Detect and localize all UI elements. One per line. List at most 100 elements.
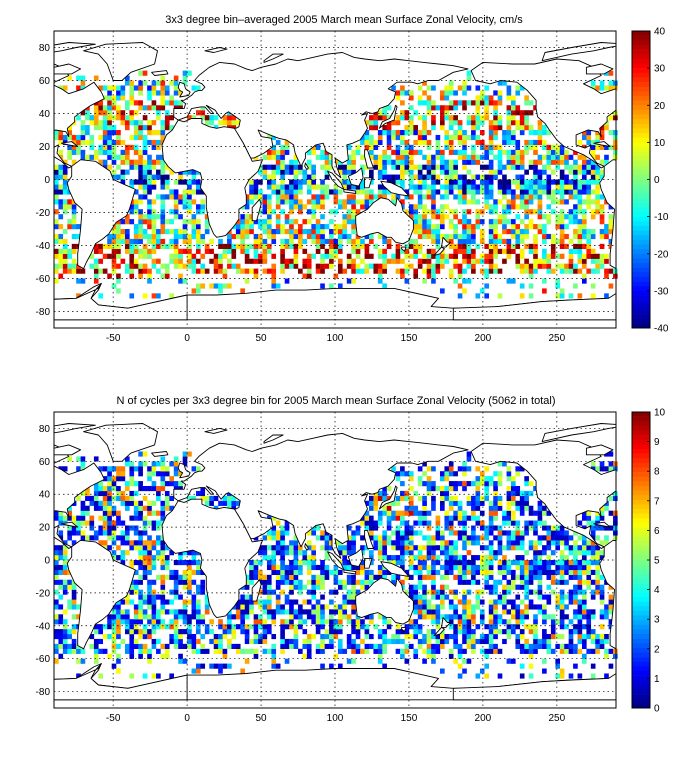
bin-cell [129, 293, 135, 299]
bin-cell [89, 253, 95, 259]
bin-cell [440, 184, 445, 190]
bin-cell [435, 258, 441, 264]
bin-cell [457, 629, 463, 635]
bin-cell [382, 535, 387, 541]
bin-cell [484, 535, 490, 541]
bin-cell [550, 149, 556, 155]
bin-cell [275, 663, 281, 669]
bin-cell [448, 80, 454, 86]
bin-cell [426, 569, 432, 575]
bin-cell [306, 540, 312, 546]
bin-cell [80, 120, 86, 126]
bin-cell [240, 594, 245, 600]
bin-cell [284, 263, 290, 269]
bin-cell [204, 495, 210, 501]
bin-cell [124, 149, 130, 155]
bin-cell [147, 589, 152, 595]
bin-cell [71, 594, 77, 600]
bin-cell [613, 273, 618, 279]
bin-cell [395, 495, 401, 501]
colorbar-step [632, 31, 650, 36]
bin-cell [382, 550, 387, 556]
bin-cell [502, 184, 507, 190]
bin-cell [58, 614, 64, 620]
bin-cell [302, 609, 308, 615]
bin-cell [289, 189, 294, 195]
bin-cell [564, 233, 569, 240]
bin-cell [573, 550, 578, 556]
bin-cell [519, 643, 525, 649]
bin-cell [311, 164, 316, 170]
bin-cell [471, 515, 476, 521]
bin-cell [111, 614, 117, 620]
bin-cell [107, 130, 112, 136]
bin-cell [54, 134, 59, 141]
bin-cell [542, 253, 547, 259]
bin-cell [400, 115, 405, 121]
bin-cell [151, 643, 157, 649]
bin-cell [111, 174, 117, 180]
bin-cell [116, 609, 121, 615]
bin-cell [71, 214, 77, 220]
bin-cell [466, 643, 472, 649]
bin-cell [590, 149, 596, 155]
bin-cell [595, 174, 600, 180]
bin-cell [249, 564, 254, 571]
bin-cell [324, 174, 330, 180]
bin-cell [484, 466, 490, 472]
bin-cell [62, 229, 68, 235]
bin-cell [346, 594, 352, 600]
bin-cell [147, 130, 152, 136]
bin-cell [116, 95, 121, 101]
bin-cell [275, 169, 281, 175]
x-tick-label: 200 [475, 333, 492, 344]
bin-cell [488, 224, 494, 230]
bin-cell [151, 555, 157, 561]
bin-cell [124, 481, 130, 487]
bin-cell [373, 139, 379, 146]
bin-cell [422, 520, 427, 526]
bin-cell [173, 90, 179, 96]
colorbar-tick-label: -20 [654, 249, 669, 260]
bin-cell [466, 614, 472, 620]
bin-cell [440, 500, 445, 506]
bin-cell [377, 653, 383, 659]
bin-cell [519, 505, 525, 511]
bin-cell [360, 258, 365, 264]
bin-cell [369, 194, 374, 200]
bin-cell [147, 169, 152, 175]
bin-cell [462, 105, 467, 111]
bin-cell [542, 525, 547, 531]
bin-cell [133, 589, 139, 595]
bin-cell [333, 243, 339, 249]
bin-cell [519, 555, 525, 561]
bin-cell [510, 614, 516, 620]
bin-cell [484, 653, 490, 659]
bin-cell [151, 144, 157, 150]
bin-cell [479, 599, 485, 605]
bin-cell [275, 194, 281, 200]
bin-cell [457, 520, 463, 526]
bin-cell [93, 486, 99, 492]
bin-cell [577, 638, 583, 645]
bin-cell [493, 253, 498, 259]
bin-cell [577, 184, 583, 190]
bin-cell [404, 268, 410, 274]
bin-cell [484, 149, 490, 155]
bin-cell [160, 169, 166, 175]
bin-cell [262, 555, 268, 561]
bin-cell [222, 115, 228, 121]
bin-cell [253, 564, 259, 571]
bin-cell [537, 550, 543, 556]
bin-cell [466, 224, 472, 230]
bin-cell [471, 233, 476, 240]
bin-cell [497, 495, 503, 501]
bin-cell [542, 594, 547, 600]
bin-cell [435, 164, 441, 170]
bin-cell [577, 589, 583, 595]
bin-cell [102, 268, 108, 274]
bin-cell [586, 130, 592, 136]
bin-cell [466, 638, 472, 645]
bin-cell [448, 560, 454, 566]
bin-cell [502, 555, 507, 561]
